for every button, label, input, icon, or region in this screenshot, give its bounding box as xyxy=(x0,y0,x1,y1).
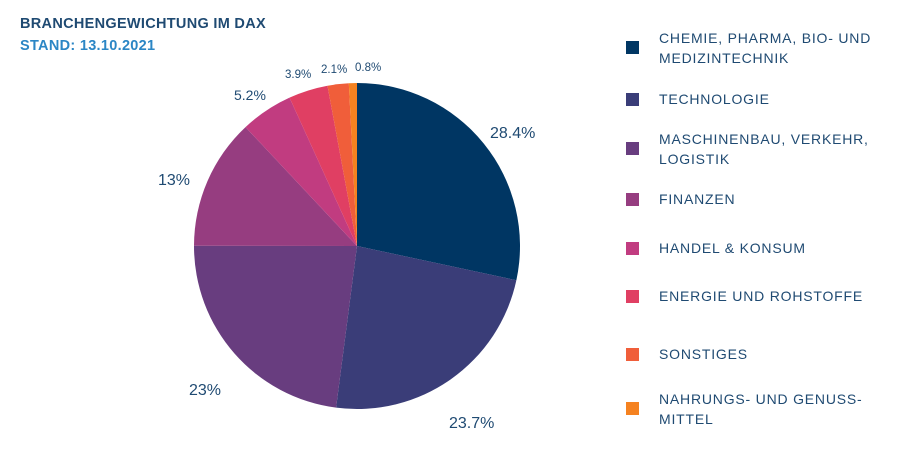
legend: CHEMIE, PHARMA, BIO- UND MEDIZINTECHNIK TE… xyxy=(626,0,901,450)
legend-item: NAHRUNGS- UND GENUSS- MITTEL xyxy=(626,389,901,429)
legend-label: MASCHINENBAU, VERKEHR, LOGISTIK xyxy=(659,131,869,167)
legend-item: SONSTIGES xyxy=(626,344,901,364)
legend-swatch xyxy=(626,348,639,361)
pie-slice xyxy=(289,85,357,246)
pie-slice xyxy=(193,245,357,408)
pie-slice xyxy=(348,83,357,246)
legend-swatch xyxy=(626,290,639,303)
legend-item: ENERGIE UND ROHSTOFFE xyxy=(626,286,901,306)
slice-value-label: 23% xyxy=(189,382,221,399)
legend-label: ENERGIE UND ROHSTOFFE xyxy=(659,288,864,304)
pie-labels: 28.4% 23.7% 23% 13% 5.2% 3.9% 2.1% 0.8% xyxy=(158,62,535,432)
legend-swatch xyxy=(626,41,639,54)
legend-swatch xyxy=(626,193,639,206)
legend-label: NAHRUNGS- UND GENUSS- MITTEL xyxy=(659,391,863,427)
legend-item: TECHNOLOGIE xyxy=(626,89,901,109)
legend-label: CHEMIE, PHARMA, BIO- UND MEDIZINTECHNIK xyxy=(659,30,872,66)
legend-label: SONSTIGES xyxy=(659,346,748,362)
chart-title: BRANCHENGEWICHTUNG IM DAX xyxy=(20,16,266,32)
legend-label: FINANZEN xyxy=(659,191,736,207)
slice-value-label: 23.7% xyxy=(449,415,494,432)
legend-swatch xyxy=(626,142,639,155)
legend-item: MASCHINENBAU, VERKEHR, LOGISTIK xyxy=(626,129,901,169)
pie-slices xyxy=(193,83,521,409)
legend-swatch xyxy=(626,93,639,106)
slice-value-label: 5.2% xyxy=(234,87,266,103)
legend-label: TECHNOLOGIE xyxy=(659,91,770,107)
legend-item: CHEMIE, PHARMA, BIO- UND MEDIZINTECHNIK xyxy=(626,28,901,68)
legend-swatch xyxy=(626,402,639,415)
pie-slice xyxy=(336,246,517,409)
pie-slice xyxy=(245,97,357,247)
slice-value-label: 28.4% xyxy=(490,125,535,142)
legend-swatch xyxy=(626,242,639,255)
pie-slice xyxy=(327,83,357,247)
pie-chart: 28.4% 23.7% 23% 13% 5.2% 3.9% 2.1% 0.8% xyxy=(158,62,535,432)
slice-value-label: 3.9% xyxy=(285,69,311,81)
legend-label: HANDEL & KONSUM xyxy=(659,240,806,256)
pie-slice xyxy=(194,127,357,246)
slice-value-label: 0.8% xyxy=(355,62,381,74)
slice-value-label: 13% xyxy=(158,172,190,189)
legend-item: HANDEL & KONSUM xyxy=(626,238,901,258)
slice-value-label: 2.1% xyxy=(321,64,347,76)
pie-slice xyxy=(357,83,521,281)
legend-item: FINANZEN xyxy=(626,189,901,209)
chart-subtitle: STAND: 13.10.2021 xyxy=(20,38,156,54)
